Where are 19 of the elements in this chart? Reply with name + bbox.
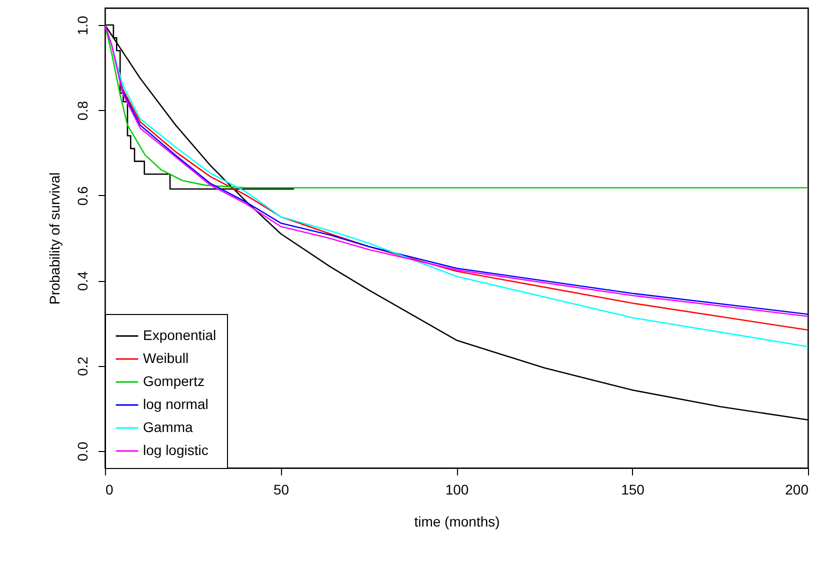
y-tick-label: 1.0 xyxy=(74,16,90,36)
legend-label: Weibull xyxy=(143,350,189,366)
x-tick-label: 200 xyxy=(785,482,809,498)
legend-label: Gompertz xyxy=(143,373,204,389)
legend-label: log logistic xyxy=(143,442,208,458)
x-tick-label: 150 xyxy=(621,482,645,498)
y-tick-label: 0.2 xyxy=(74,356,90,376)
y-axis-title: Probability of survival xyxy=(46,172,62,305)
x-tick-label: 100 xyxy=(445,482,469,498)
legend-label: log normal xyxy=(143,396,208,412)
y-tick-label: 0.0 xyxy=(74,442,90,462)
x-tick-label: 50 xyxy=(273,482,290,498)
y-tick-label: 0.6 xyxy=(74,186,90,206)
x-axis-title: time (months) xyxy=(414,514,500,530)
x-tick-label: 0 xyxy=(106,482,114,498)
legend-label: Gamma xyxy=(143,419,193,435)
y-tick-label: 0.4 xyxy=(74,271,90,291)
y-tick-label: 0.8 xyxy=(74,100,90,120)
legend-label: Exponential xyxy=(143,327,216,343)
